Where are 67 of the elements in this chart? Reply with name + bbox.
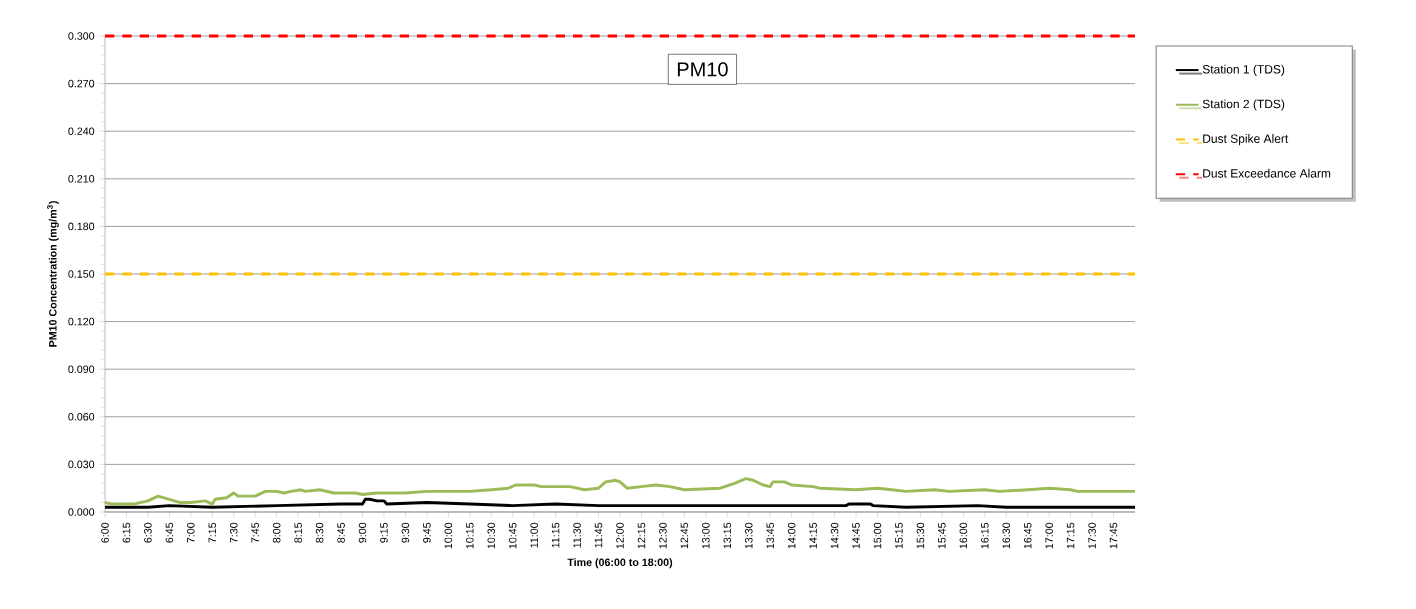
x-tick-label: 13:15 [723,522,732,549]
x-tick-label: 14:30 [830,522,839,549]
x-axis-title: Time (06:00 to 18:00) [567,558,673,569]
legend-label: Dust Exceedance Alarm [1203,168,1331,178]
y-tick-label: 0.090 [68,365,95,373]
x-tick-label: 11:15 [551,522,560,548]
x-tick-label: 11:45 [594,522,603,548]
y-tick-label: 0.000 [68,508,95,516]
x-tick-label: 6:45 [165,522,174,543]
x-tick-label: 7:30 [229,522,238,543]
x-tick-label: 6:15 [122,522,131,543]
x-tick-label: 15:00 [873,522,882,549]
legend-label: Station 2 (TDS) [1202,99,1285,111]
y-tick-label: 0.150 [68,270,95,278]
x-tick-label: 8:00 [272,522,281,543]
x-tick-label: 10:00 [444,522,453,549]
x-tick-label: 10:45 [508,522,517,549]
x-tick-label: 7:00 [187,522,195,543]
x-tick-label: 14:45 [852,522,860,549]
x-tick-label: 7:45 [251,522,259,543]
y-tick-label: 0.180 [68,222,95,231]
x-tick-label: 12:00 [616,522,624,549]
x-tick-label: 13:30 [744,522,753,549]
x-tick-label: 12:30 [659,522,667,549]
x-tick-label: 6:00 [101,522,109,543]
y-tick-label: 0.270 [68,79,95,88]
x-tick-label: 6:30 [144,522,152,543]
x-tick-label: 17:15 [1066,522,1075,549]
y-tick-label: 0.300 [68,32,95,40]
y-tick-label: 0.060 [68,413,95,421]
x-tick-label: 14:15 [809,522,817,549]
y-tick-label: 0.120 [68,317,95,326]
x-tick-label: 9:30 [401,522,410,543]
x-tick-label: 11:30 [573,522,581,548]
x-tick-label: 9:45 [423,522,431,543]
x-tick-label: 9:00 [358,522,367,543]
y-tick-label: 0.030 [68,460,95,469]
x-tick-label: 7:15 [208,522,217,543]
x-tick-label: 16:45 [1023,522,1032,549]
x-tick-label: 8:45 [337,522,345,543]
x-tick-label: 14:00 [787,522,796,549]
legend-label: Dust Spike Alert [1203,134,1289,146]
x-tick-label: 17:30 [1088,522,1096,549]
x-tick-label: 16:30 [1002,522,1011,549]
x-tick-label: 8:30 [315,522,324,543]
annotation: PM10 [677,62,728,77]
y-tick-label: 0.240 [68,127,95,135]
x-tick-label: 9:15 [380,522,388,543]
x-tick-label: 15:45 [938,522,946,549]
x-tick-label: 8:15 [294,522,302,543]
legend-label: Station 1 (TDS) [1202,64,1285,76]
x-tick-label: 16:00 [959,522,968,549]
x-tick-label: 16:15 [981,522,989,549]
x-tick-label: 11:00 [530,522,538,548]
x-tick-label: 12:15 [637,522,646,549]
x-tick-label: 15:15 [895,522,903,549]
x-tick-label: 17:00 [1045,522,1053,549]
x-tick-label: 10:30 [487,522,496,549]
x-tick-label: 13:45 [766,522,774,549]
x-tick-label: 15:30 [916,522,925,549]
y-tick-label: 0.210 [68,175,95,183]
x-tick-label: 10:15 [466,522,474,549]
x-tick-label: 17:45 [1109,522,1118,549]
y-axis-title: PM10 Concentration (mg/m$^{3}$) [47,201,59,347]
x-tick-label: 12:45 [680,522,689,549]
x-tick-label: 13:00 [702,522,710,549]
line-series [103,477,1137,506]
